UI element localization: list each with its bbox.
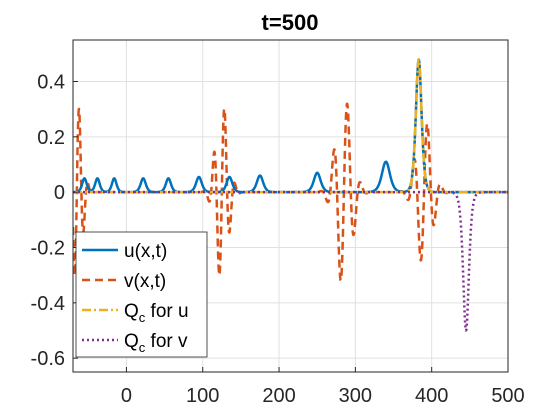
series-line-1 [73, 102, 508, 282]
series-layer [73, 58, 508, 332]
plot-area [73, 58, 508, 332]
y-tick-label: 0.2 [37, 127, 65, 149]
x-tick-label: 500 [491, 385, 524, 407]
legend-label: Qc for v [124, 331, 188, 355]
legend-label: Qc for u [124, 301, 189, 325]
series-line-0 [73, 58, 508, 194]
y-tick-label: -0.2 [31, 238, 65, 260]
x-tick-label: 400 [415, 385, 448, 407]
x-tick-label: 200 [262, 385, 295, 407]
series-line-2 [73, 58, 508, 194]
legend: u(x,t) v(x,t) Qc for u Qc for v [75, 231, 208, 358]
axes-box [72, 39, 509, 373]
y-tick-label: -0.4 [31, 293, 65, 315]
x-tick-label: 300 [339, 385, 372, 407]
legend-box [75, 231, 208, 358]
legend-label: u(x,t) [124, 241, 167, 262]
chart-title: t=500 [262, 10, 319, 35]
x-tick-label: 100 [186, 385, 219, 407]
legend-label: v(x,t) [124, 271, 166, 292]
y-tick-label: 0 [54, 182, 65, 204]
x-tick-label: 0 [121, 385, 132, 407]
y-tick-label: 0.4 [37, 72, 65, 94]
y-tick-label: -0.6 [31, 348, 65, 370]
tick-layer: 0 100 200 300 400 500 -0.6 -0.4 -0.2 0 0.2 0.4 [31, 72, 525, 408]
